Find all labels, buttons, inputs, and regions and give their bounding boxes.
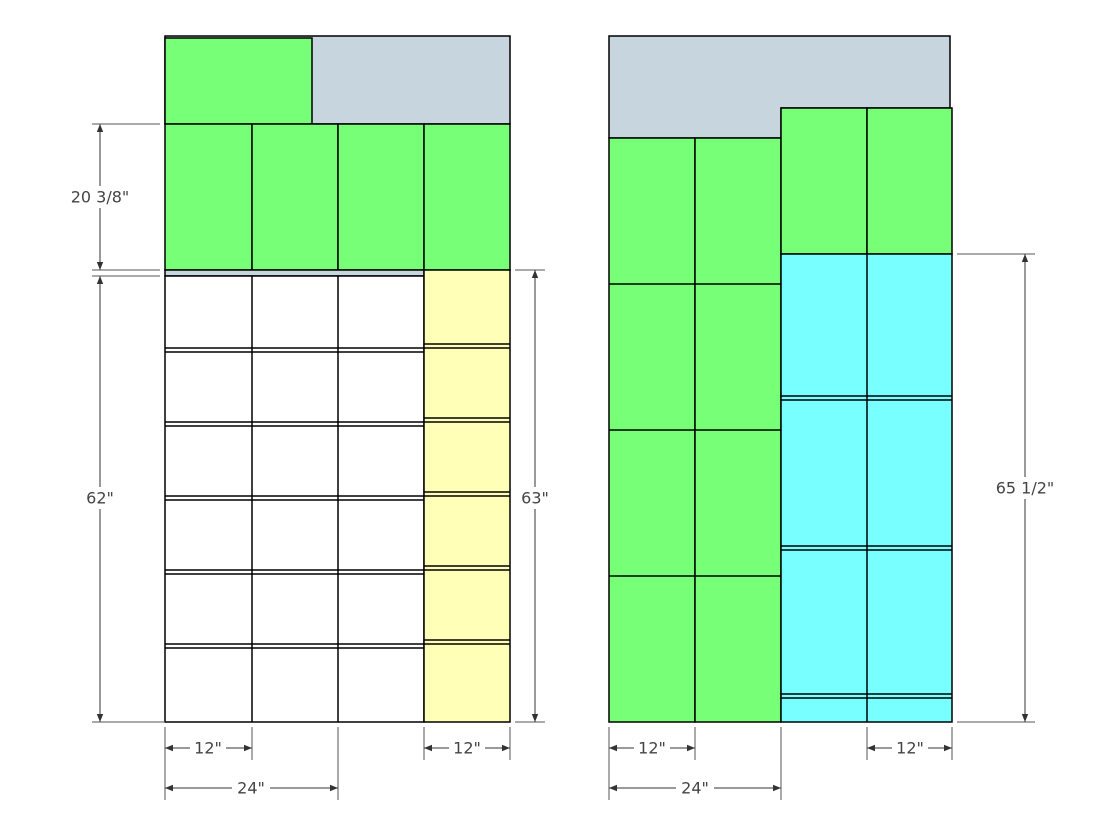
right-cabinet (608, 35, 953, 723)
left-cabinet-part (164, 275, 425, 723)
label-backgrounds-part (634, 737, 670, 759)
label-backgrounds-part (515, 487, 555, 509)
label-backgrounds-part (190, 737, 226, 759)
left-cabinet-part (165, 347, 424, 649)
label-backgrounds-part (232, 777, 270, 799)
dimension-label: 12" (638, 739, 666, 758)
label-backgrounds-part (985, 477, 1065, 499)
dimension-label: 62" (86, 489, 114, 508)
left-cabinet (164, 35, 511, 723)
left-cabinet-part (424, 343, 510, 645)
left-cabinet-part (337, 123, 425, 271)
right-cabinet-part (866, 107, 953, 255)
dimension-label: 63" (521, 489, 549, 508)
left-cabinet-part (164, 269, 425, 277)
dimension-label: 65 1/2" (996, 479, 1055, 498)
right-cabinet-part (781, 395, 952, 699)
label-backgrounds-part (676, 777, 714, 799)
dimension-label: 12" (194, 739, 222, 758)
left-cabinet-part (164, 123, 253, 271)
dimension-label: 12" (453, 739, 481, 758)
right-cabinet-part (780, 107, 868, 255)
dimension-label: 20 3/8" (71, 188, 130, 207)
left-cabinet-part (251, 123, 339, 271)
extension-lines-part (92, 123, 1035, 800)
right-cabinet-part (609, 283, 781, 577)
dimension-label: 12" (896, 739, 924, 758)
extension-lines (92, 123, 1035, 800)
label-backgrounds-part (449, 737, 485, 759)
left-cabinet-part (164, 37, 313, 125)
left-cabinet-part (423, 123, 511, 271)
label-backgrounds (60, 186, 1065, 799)
label-backgrounds-part (892, 737, 928, 759)
label-backgrounds-part (80, 487, 120, 509)
label-backgrounds-part (60, 186, 140, 208)
dimension-label: 24" (237, 779, 265, 798)
dimension-label: 24" (681, 779, 709, 798)
